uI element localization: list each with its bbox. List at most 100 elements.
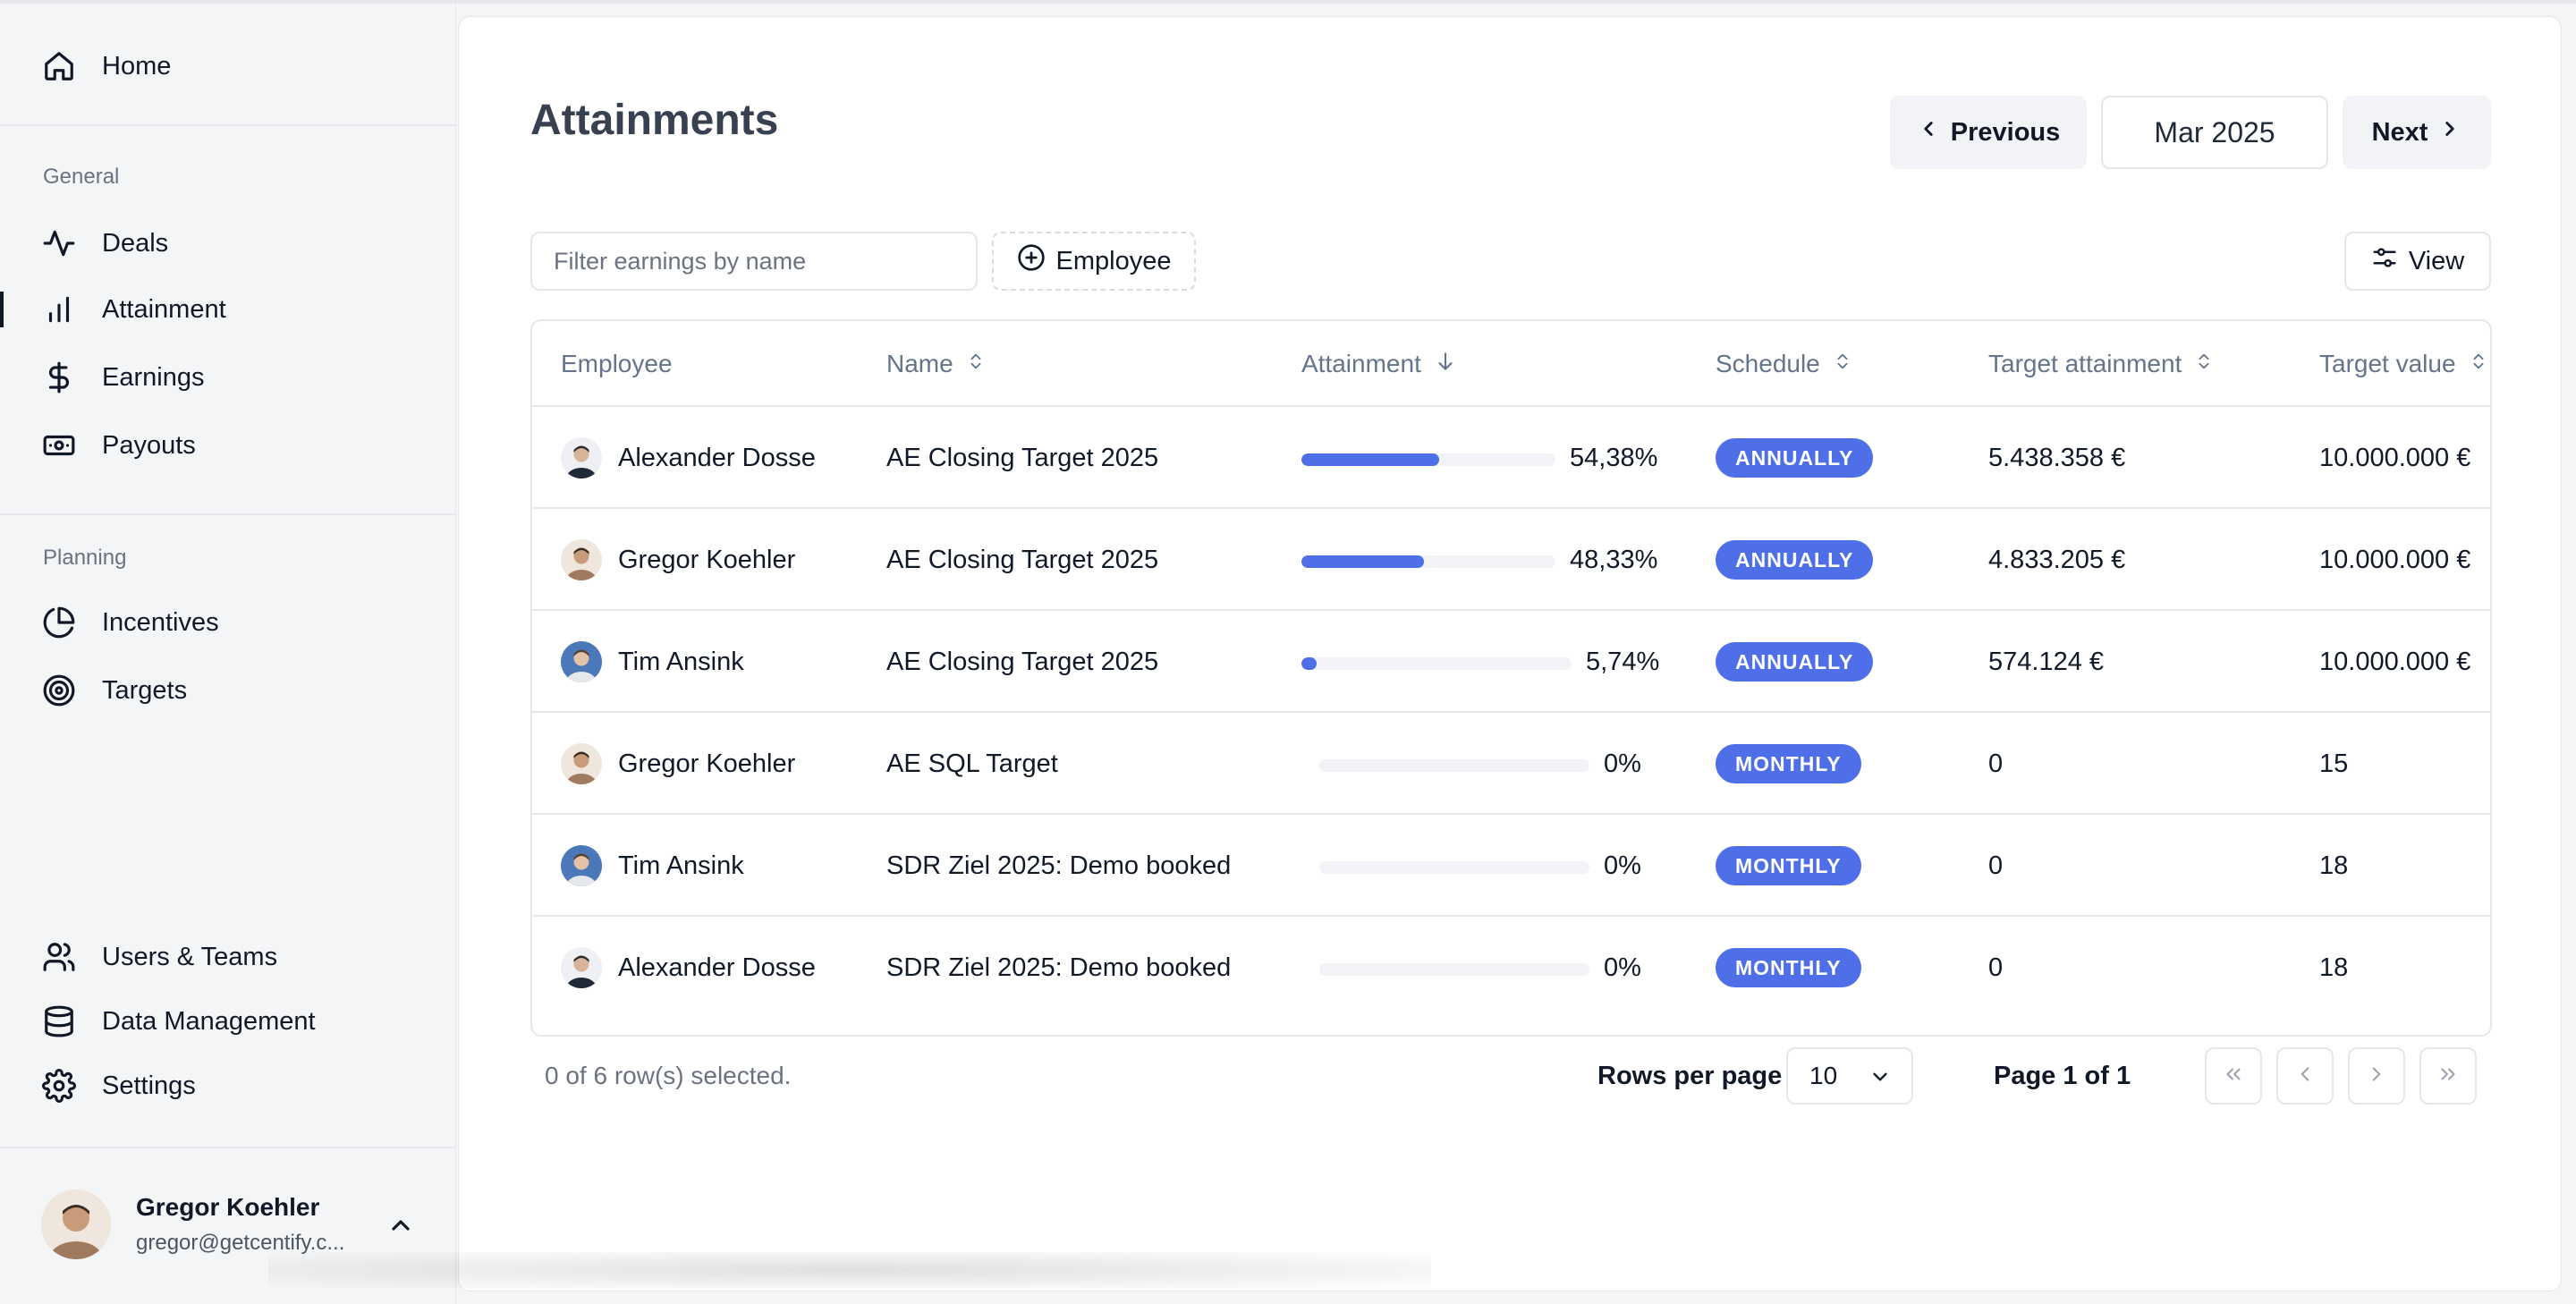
user-profile-menu[interactable]: Gregor Koehler gregor@getcentify.c... — [41, 1190, 410, 1259]
table-row[interactable]: Gregor Koehler AE SQL Target 0% MONTHLY 0 15 — [532, 713, 2490, 815]
employee-name: Alexander Dosse — [618, 443, 816, 472]
next-period-button[interactable]: Next — [2343, 96, 2491, 169]
target-name: AE Closing Target 2025 — [886, 443, 1159, 472]
sidebar-item-label: Payouts — [102, 430, 196, 460]
target-value: 18 — [2319, 953, 2349, 982]
attainment-progress-fill — [1301, 657, 1318, 670]
attainment-progress-bar — [1301, 555, 1555, 568]
employee-name: Tim Ansink — [618, 851, 744, 880]
chevron-right-icon — [2365, 1063, 2388, 1090]
sidebar-item-label: Incentives — [102, 607, 219, 637]
employee-cell: Alexander Dosse — [561, 917, 816, 1019]
section-title-planning: Planning — [43, 546, 127, 570]
plus-circle-icon — [1017, 243, 1046, 279]
sidebar-item-deals[interactable]: Deals — [41, 220, 168, 267]
database-icon — [41, 1003, 77, 1039]
employee-cell: Alexander Dosse — [561, 407, 816, 509]
decorative-shadow — [268, 1252, 1431, 1288]
activity-icon — [41, 225, 77, 261]
attainment-progress-bar — [1301, 453, 1555, 466]
employee-filter-label: Employee — [1055, 246, 1172, 275]
target-attainment-value: 5.438.358 € — [1988, 443, 2126, 472]
employee-filter-button[interactable]: Employee — [992, 232, 1196, 291]
sidebar-divider — [0, 1147, 456, 1148]
schedule-cell: ANNUALLY — [1716, 611, 1874, 713]
attainment-progress-bar — [1319, 963, 1589, 976]
table-header: Employee Name Attainment Schedule Target… — [532, 321, 2490, 407]
profile-email: gregor@getcentify.c... — [136, 1231, 345, 1255]
rows-per-page-value: 10 — [1809, 1062, 1838, 1089]
column-header-target-value[interactable]: Target value — [2319, 321, 2488, 407]
period-picker[interactable]: Mar 2025 — [2101, 96, 2328, 169]
pie-chart-icon — [41, 605, 77, 640]
sidebar-item-incentives[interactable]: Incentives — [41, 599, 219, 646]
table-row[interactable]: Tim Ansink AE Closing Target 2025 5,74% ANN… — [532, 611, 2490, 713]
chevron-right-icon — [2438, 117, 2462, 148]
sidebar-item-payouts[interactable]: Payouts — [41, 422, 196, 469]
table-row[interactable]: Gregor Koehler AE Closing Target 2025 48,3… — [532, 509, 2490, 611]
target-name: AE SQL Target — [886, 749, 1058, 778]
attainment-progress-bar — [1319, 759, 1589, 772]
column-header-attainment[interactable]: Attainment — [1301, 321, 1457, 407]
sort-icon — [2194, 350, 2214, 379]
previous-page-button[interactable] — [2276, 1047, 2334, 1105]
sidebar: Home General Deals Attainment Earnings — [0, 4, 456, 1304]
chevron-left-icon — [2293, 1063, 2317, 1090]
sidebar-item-targets[interactable]: Targets — [41, 667, 187, 714]
column-header-employee[interactable]: Employee — [561, 321, 673, 407]
rows-per-page-select[interactable]: 10 — [1786, 1047, 1913, 1105]
column-label: Name — [886, 350, 953, 377]
filter-input[interactable] — [530, 232, 978, 291]
sidebar-item-settings[interactable]: Settings — [41, 1063, 196, 1109]
attainment-progress-bar — [1319, 861, 1589, 874]
schedule-cell: MONTHLY — [1716, 917, 1861, 1019]
column-header-target-attainment[interactable]: Target attainment — [1988, 321, 2214, 407]
attainments-table: Employee Name Attainment Schedule Target… — [530, 319, 2492, 1037]
sidebar-item-data-management[interactable]: Data Management — [41, 998, 316, 1045]
sidebar-item-home[interactable]: Home — [41, 43, 171, 89]
avatar — [561, 539, 602, 580]
column-header-name[interactable]: Name — [886, 321, 986, 407]
schedule-badge: MONTHLY — [1716, 744, 1861, 783]
sidebar-item-label: Settings — [102, 1071, 196, 1100]
target-attainment-value: 0 — [1988, 953, 2004, 982]
profile-name: Gregor Koehler — [136, 1193, 320, 1221]
sort-icon — [966, 350, 986, 379]
window-top-border — [0, 0, 2576, 4]
column-label: Target value — [2319, 350, 2456, 377]
employee-name: Gregor Koehler — [618, 545, 796, 574]
target-value: 15 — [2319, 749, 2349, 778]
table-row[interactable]: Tim Ansink SDR Ziel 2025: Demo booked 0% MO… — [532, 815, 2490, 917]
avatar — [561, 743, 602, 784]
first-page-button[interactable] — [2205, 1047, 2262, 1105]
sidebar-item-label: Data Management — [102, 1006, 316, 1036]
chevron-up-icon[interactable] — [386, 1211, 415, 1240]
view-options-button[interactable]: View — [2344, 232, 2491, 291]
table-row[interactable]: Alexander Dosse SDR Ziel 2025: Demo booke… — [532, 917, 2490, 1019]
target-name: AE Closing Target 2025 — [886, 647, 1159, 676]
rows-per-page-label: Rows per page — [1597, 1062, 1783, 1090]
avatar — [561, 947, 602, 988]
sidebar-item-label: Deals — [102, 228, 169, 258]
next-page-button[interactable] — [2348, 1047, 2405, 1105]
employee-name: Gregor Koehler — [618, 749, 796, 778]
previous-period-button[interactable]: Previous — [1890, 96, 2087, 169]
attainment-progress-bar — [1301, 657, 1572, 670]
schedule-cell: ANNUALLY — [1716, 509, 1874, 611]
column-header-schedule[interactable]: Schedule — [1716, 321, 1852, 407]
sort-icon — [1833, 350, 1852, 379]
sidebar-item-earnings[interactable]: Earnings — [41, 354, 204, 401]
sidebar-item-attainment[interactable]: Attainment — [41, 286, 226, 333]
target-attainment-value: 0 — [1988, 749, 2004, 778]
sidebar-item-users-teams[interactable]: Users & Teams — [41, 934, 277, 980]
sort-icon — [2469, 350, 2488, 379]
target-name: SDR Ziel 2025: Demo booked — [886, 953, 1232, 982]
column-label: Attainment — [1301, 350, 1421, 377]
bar-chart-icon — [41, 292, 77, 327]
last-page-button[interactable] — [2419, 1047, 2477, 1105]
selection-status: 0 of 6 row(s) selected. — [545, 1062, 792, 1089]
avatar — [561, 641, 602, 682]
target-value: 10.000.000 € — [2319, 545, 2471, 574]
table-row[interactable]: Alexander Dosse AE Closing Target 2025 54,… — [532, 407, 2490, 509]
view-label: View — [2408, 246, 2465, 275]
